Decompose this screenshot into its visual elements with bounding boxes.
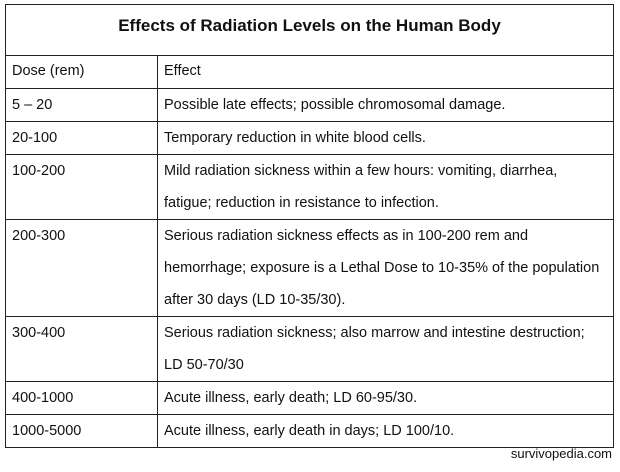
column-header-effect: Effect [157,55,614,89]
effect-cell: Mild radiation sickness within a few hou… [157,154,614,220]
dose-cell: 100-200 [5,154,158,220]
effect-cell: Acute illness, early death; LD 60-95/30. [157,381,614,415]
radiation-effects-table: Effects of Radiation Levels on the Human… [5,4,614,448]
dose-cell: 400-1000 [5,381,158,415]
header-row: Dose (rem) Effect [5,55,614,89]
dose-cell: 5 – 20 [5,88,158,122]
source-watermark: survivopedia.com [510,446,612,461]
table-title: Effects of Radiation Levels on the Human… [5,4,614,56]
dose-cell: 300-400 [5,316,158,382]
table-row: 400-1000 Acute illness, early death; LD … [5,381,614,415]
effect-cell: Possible late effects; possible chromoso… [157,88,614,122]
title-row: Effects of Radiation Levels on the Human… [5,4,614,56]
dose-cell: 200-300 [5,219,158,317]
dose-cell: 20-100 [5,121,158,155]
effect-cell: Temporary reduction in white blood cells… [157,121,614,155]
radiation-effects-table-container: Effects of Radiation Levels on the Human… [5,4,614,448]
column-header-dose: Dose (rem) [5,55,158,89]
effect-cell: Serious radiation sickness effects as in… [157,219,614,317]
table-row: 300-400 Serious radiation sickness; also… [5,316,614,382]
table-row: 1000-5000 Acute illness, early death in … [5,414,614,448]
table-row: 5 – 20 Possible late effects; possible c… [5,88,614,122]
effect-cell: Serious radiation sickness; also marrow … [157,316,614,382]
table-row: 200-300 Serious radiation sickness effec… [5,219,614,317]
effect-cell: Acute illness, early death in days; LD 1… [157,414,614,448]
table-row: 100-200 Mild radiation sickness within a… [5,154,614,220]
table-row: 20-100 Temporary reduction in white bloo… [5,121,614,155]
dose-cell: 1000-5000 [5,414,158,448]
